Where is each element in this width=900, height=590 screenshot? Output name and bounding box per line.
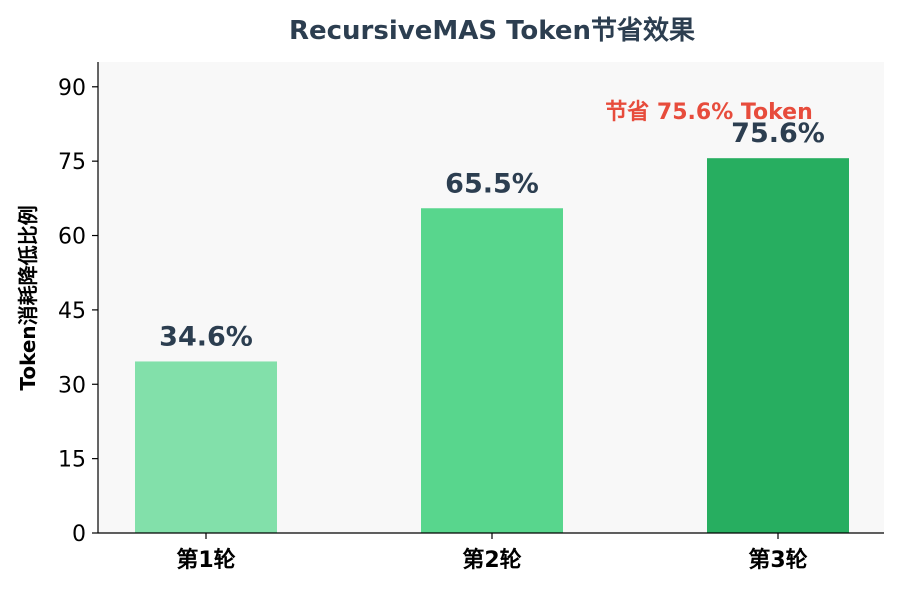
bar-1 (135, 361, 277, 533)
y-tick-label: 45 (58, 299, 86, 324)
y-tick-label: 0 (72, 522, 86, 547)
x-tick-label: 第1轮 (176, 547, 235, 573)
data-label-2: 65.5% (445, 168, 539, 199)
bar-2 (421, 208, 563, 534)
y-axis-label: Token消耗降低比例 (16, 205, 40, 390)
x-tick-label: 第2轮 (462, 547, 521, 573)
x-ticks-group: 第1轮 第2轮 第3轮 (176, 533, 808, 573)
y-tick-label: 90 (58, 76, 86, 101)
x-tick-label: 第3轮 (748, 547, 807, 573)
y-tick-label: 75 (58, 150, 86, 175)
bar-3 (707, 158, 849, 533)
y-tick-label: 30 (58, 373, 86, 398)
y-ticks-group: 0 15 30 45 60 75 90 (58, 76, 98, 547)
bars-group (135, 158, 849, 534)
data-label-1: 34.6% (159, 321, 253, 352)
chart-title: RecursiveMAS Token节省效果 (289, 15, 695, 46)
y-tick-label: 60 (58, 225, 86, 250)
y-tick-label: 15 (58, 448, 86, 473)
data-label-3: 75.6% (731, 118, 825, 149)
savings-annotation: 节省 75.6% Token (605, 100, 812, 125)
data-labels-group: 34.6% 65.5% 75.6% (159, 118, 825, 352)
